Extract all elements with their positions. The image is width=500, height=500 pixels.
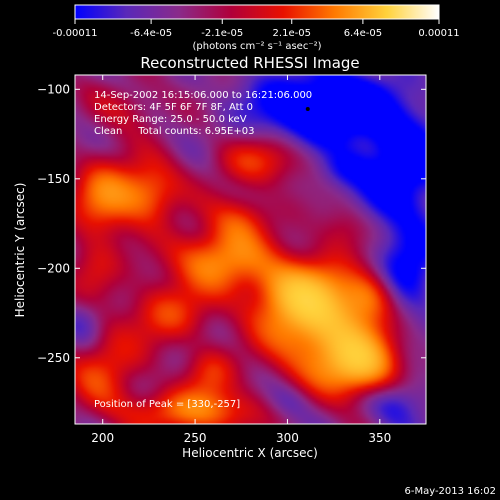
heatmap-plot <box>75 75 426 424</box>
y-tick-label: −200 <box>37 261 70 275</box>
x-axis: 200 250 300 350 <box>91 75 391 445</box>
x-tick-label: 250 <box>184 431 207 445</box>
peak-label: Position of Peak = [330,-257] <box>94 399 240 410</box>
annotation-detectors: Detectors: 4F 5F 6F 7F 8F, Att 0 <box>94 102 253 113</box>
reference-marker <box>305 107 310 112</box>
colorbar-tick-label: -6.4e-05 <box>130 28 172 39</box>
x-tick-label: 200 <box>91 431 114 445</box>
annotation-energy: Energy Range: 25.0 - 50.0 keV <box>94 114 247 125</box>
colorbar-tick-label: 2.1e-05 <box>273 28 311 39</box>
colorbar-unit-label: (photons cm⁻² s⁻¹ asec⁻²) <box>192 41 321 52</box>
plot-frame <box>74 74 427 425</box>
x-tick-label: 300 <box>276 431 299 445</box>
footer-date: 6-May-2013 16:02 <box>404 486 496 497</box>
y-tick-label: −150 <box>37 172 70 186</box>
heatmap-image <box>75 75 426 424</box>
y-tick-label: −100 <box>37 82 70 96</box>
annotations: 14-Sep-2002 16:15:06.000 to 16:21:06.000… <box>94 90 312 410</box>
x-tick-label: 350 <box>368 431 391 445</box>
colorbar-ticks: -0.00011 -6.4e-05 -2.1e-05 2.1e-05 6.4e-05 0.… <box>53 19 460 39</box>
annotation-time: 14-Sep-2002 16:15:06.000 to 16:21:06.000 <box>94 90 312 101</box>
colorbar-tick-label: 6.4e-05 <box>344 28 382 39</box>
colorbar-strip <box>74 4 440 20</box>
chart-title: Reconstructed RHESSI Image <box>140 54 359 72</box>
annotation-counts: Clean Total counts: 6.95E+03 <box>94 126 254 137</box>
y-tick-label: −250 <box>37 351 70 365</box>
x-axis-label: Heliocentric X (arcsec) <box>182 446 318 460</box>
colorbar: -0.00011 -6.4e-05 -2.1e-05 2.1e-05 6.4e-05 0.… <box>53 4 460 52</box>
colorbar-tick-label: -0.00011 <box>53 28 98 39</box>
y-axis-label: Heliocentric Y (arcsec) <box>13 183 27 318</box>
y-axis: −100 −150 −200 −250 <box>37 82 426 365</box>
colorbar-tick-label: -2.1e-05 <box>201 28 243 39</box>
colorbar-tick-label: 0.00011 <box>418 28 459 39</box>
